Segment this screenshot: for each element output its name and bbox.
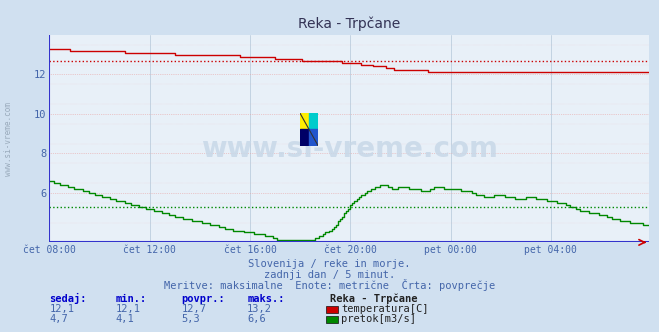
Text: 13,2: 13,2 xyxy=(247,304,272,314)
Text: 4,1: 4,1 xyxy=(115,314,134,324)
Text: sedaj:: sedaj: xyxy=(49,293,87,304)
Bar xyxy=(300,113,309,129)
Text: Reka - Trpčane: Reka - Trpčane xyxy=(330,293,417,304)
Text: 6,6: 6,6 xyxy=(247,314,266,324)
Text: 12,1: 12,1 xyxy=(115,304,140,314)
Bar xyxy=(309,113,318,129)
Text: www.si-vreme.com: www.si-vreme.com xyxy=(201,135,498,163)
Text: povpr.:: povpr.: xyxy=(181,294,225,304)
Title: Reka - Trpčane: Reka - Trpčane xyxy=(298,16,401,31)
Text: Slovenija / reke in morje.: Slovenija / reke in morje. xyxy=(248,259,411,269)
Text: maks.:: maks.: xyxy=(247,294,285,304)
Text: 12,7: 12,7 xyxy=(181,304,206,314)
Bar xyxy=(300,129,309,146)
Bar xyxy=(309,129,318,146)
Text: www.si-vreme.com: www.si-vreme.com xyxy=(4,103,13,176)
Text: temperatura[C]: temperatura[C] xyxy=(341,304,429,314)
Text: 5,3: 5,3 xyxy=(181,314,200,324)
Text: pretok[m3/s]: pretok[m3/s] xyxy=(341,314,416,324)
Text: min.:: min.: xyxy=(115,294,146,304)
Text: 12,1: 12,1 xyxy=(49,304,74,314)
Text: Meritve: maksimalne  Enote: metrične  Črta: povprečje: Meritve: maksimalne Enote: metrične Črta… xyxy=(164,279,495,290)
Text: zadnji dan / 5 minut.: zadnji dan / 5 minut. xyxy=(264,270,395,280)
Text: 4,7: 4,7 xyxy=(49,314,68,324)
